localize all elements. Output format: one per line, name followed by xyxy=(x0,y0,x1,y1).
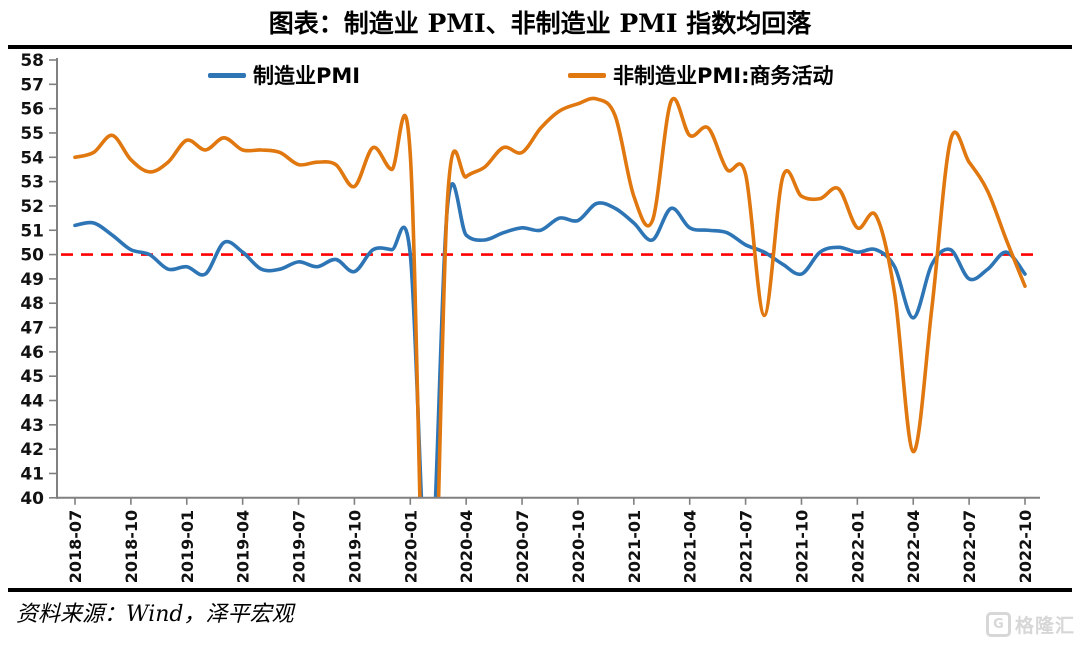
x-axis-label: 2019-07 xyxy=(290,510,309,583)
y-axis-label: 55 xyxy=(20,124,44,144)
legend-line-swatch-blue xyxy=(208,72,246,78)
y-axis-label: 58 xyxy=(20,51,44,71)
bottom-divider xyxy=(8,588,1072,592)
gelonghui-watermark-text: 格隆汇 xyxy=(1014,615,1075,637)
x-axis-label: 2020-01 xyxy=(401,510,420,583)
x-axis-label: 2022-07 xyxy=(960,510,979,583)
y-axis-label: 45 xyxy=(20,367,44,387)
x-axis-label: 2022-01 xyxy=(848,510,867,583)
y-axis-label: 54 xyxy=(20,148,44,168)
y-axis-label: 56 xyxy=(20,100,44,120)
y-axis-label: 40 xyxy=(20,489,44,509)
x-axis-label: 2019-10 xyxy=(345,510,364,583)
x-axis-label: 2019-01 xyxy=(178,510,197,583)
legend-label-non-manufacturing-pmi: 非制造业PMI:商务活动 xyxy=(613,64,834,88)
series-line-0 xyxy=(73,182,1027,498)
y-axis-label: 47 xyxy=(20,319,44,339)
y-axis-label: 50 xyxy=(20,246,44,266)
x-axis-label: 2022-10 xyxy=(1016,510,1035,583)
x-axis-label: 2021-10 xyxy=(792,510,811,583)
gelonghui-watermark: G 格隆汇 xyxy=(985,611,1075,638)
y-axis-label: 52 xyxy=(20,197,44,217)
y-axis-label: 44 xyxy=(20,392,44,412)
x-axis-label: 2021-07 xyxy=(737,510,756,583)
gelonghui-logo-icon: G xyxy=(985,612,1011,637)
pmi-line-chart: 40 41 42 43 44 45 46 47 48 49 50 51 52 53 54 55 56 57 58 20… xyxy=(20,51,1040,583)
legend-line-swatch-orange xyxy=(568,72,606,78)
x-axis-label: 2020-07 xyxy=(513,510,532,583)
x-axis-label: 2022-04 xyxy=(904,510,923,583)
source-note: 资料来源：Wind，泽平宏观 xyxy=(16,602,294,627)
y-axis-label: 49 xyxy=(20,270,44,290)
y-axis-label: 48 xyxy=(20,294,44,314)
y-axis-label: 57 xyxy=(20,75,44,95)
x-axis-label: 2020-04 xyxy=(457,510,476,583)
x-axis-label: 2019-04 xyxy=(234,510,253,583)
y-axis-label: 41 xyxy=(20,464,44,484)
series-line-1 xyxy=(73,96,1027,498)
y-axis-label: 42 xyxy=(20,440,44,460)
legend-item-non-manufacturing-pmi: 非制造业PMI:商务活动 xyxy=(568,60,834,90)
y-axis-label: 53 xyxy=(20,173,44,193)
y-axis-label: 43 xyxy=(20,416,44,436)
y-axis-label: 51 xyxy=(20,221,44,241)
legend-label-manufacturing-pmi: 制造业PMI xyxy=(253,64,361,88)
x-axis-label: 2021-04 xyxy=(681,510,700,583)
legend-item-manufacturing-pmi: 制造业PMI xyxy=(208,60,360,90)
x-axis-label: 2021-01 xyxy=(625,510,644,583)
x-axis-label: 2018-10 xyxy=(122,510,141,583)
x-axis-label: 2020-10 xyxy=(569,510,588,583)
top-divider xyxy=(8,45,1072,49)
chart-title: 图表：制造业 PMI、非制造业 PMI 指数均回落 xyxy=(268,9,812,38)
x-axis-label: 2018-07 xyxy=(66,510,85,583)
y-axis-label: 46 xyxy=(20,343,44,363)
